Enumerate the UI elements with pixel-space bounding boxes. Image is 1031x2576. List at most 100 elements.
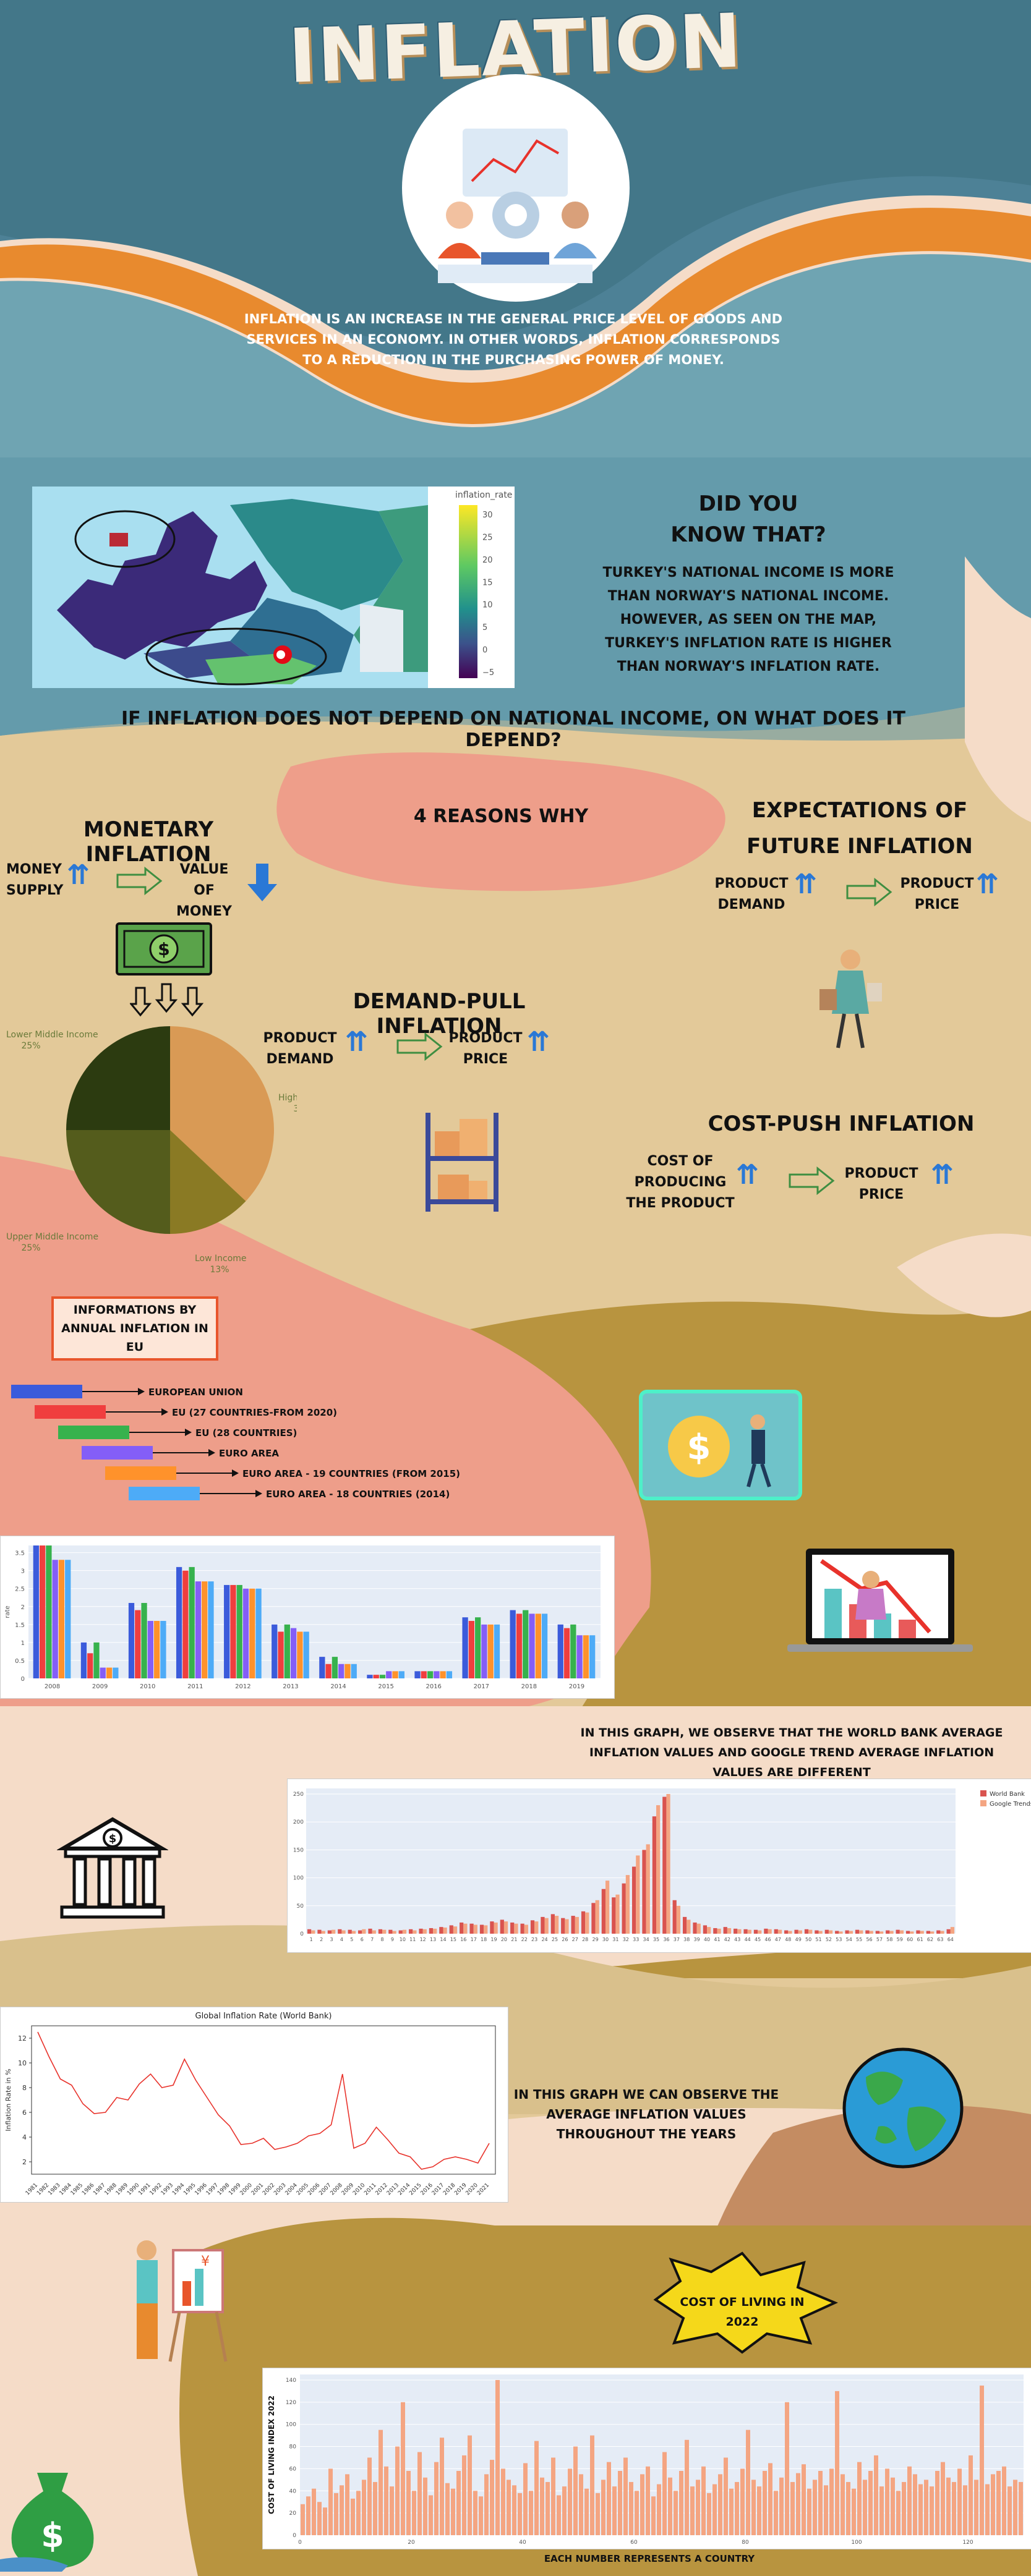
money-bag-icon: $: [0, 2448, 105, 2574]
bar: [541, 1613, 548, 1678]
x-tick-label: 34: [643, 1937, 649, 1942]
x-tick-label: 58: [886, 1937, 892, 1942]
cost-of-living-xlabel: EACH NUMBER REPRESENTS A COUNTRY: [544, 2553, 755, 2564]
bar: [668, 2477, 672, 2535]
bar: [412, 2491, 416, 2535]
y-tick-label: 3: [21, 1568, 25, 1575]
x-tick-label: 2015: [378, 1683, 393, 1690]
eu-info-box: INFORMATIONS BY ANNUAL INFLATION IN EU: [51, 1296, 218, 1361]
eu-inflation-bar-chart: 0 0.5 1 1.5 2 2.5 3 3.5 rate 2008 2009 2010 2011 2012…: [0, 1536, 615, 1699]
bar: [334, 2493, 338, 2535]
bar: [717, 1928, 721, 1934]
x-tick-label: 25: [552, 1937, 558, 1942]
bar: [306, 2496, 310, 2535]
bar: [751, 2480, 756, 2535]
bar: [345, 2474, 349, 2535]
pie-label: High Income: [278, 1093, 297, 1103]
y-tick-label: 1: [21, 1640, 25, 1647]
bar: [690, 2486, 695, 2535]
bar: [713, 1928, 717, 1934]
bar: [734, 1928, 738, 1934]
x-tick-label: 1992: [149, 2182, 163, 2196]
bar: [841, 2474, 845, 2535]
bar: [852, 2488, 856, 2535]
x-tick-label: 26: [562, 1937, 568, 1942]
bar: [576, 1635, 583, 1678]
bar: [679, 2471, 683, 2535]
y-tick-label: 2.5: [15, 1586, 25, 1593]
x-tick-label: 5: [350, 1937, 353, 1942]
y-tick-label: 6: [22, 2109, 27, 2117]
bar: [501, 2468, 505, 2535]
bar: [372, 1930, 376, 1934]
bar: [924, 2480, 928, 2535]
banknote-icon: $: [114, 921, 213, 979]
bar: [58, 1560, 65, 1678]
bar: [128, 1602, 135, 1678]
bar: [534, 1921, 539, 1934]
x-tick-label: 15: [450, 1937, 456, 1942]
bar: [615, 1894, 620, 1934]
bar: [568, 2468, 572, 2535]
pie-slice: [66, 1026, 170, 1130]
bar: [802, 2464, 806, 2535]
bar: [255, 1588, 262, 1678]
bar: [950, 1927, 955, 1934]
plot-area: [28, 1545, 601, 1678]
bar: [33, 1545, 39, 1678]
x-tick-label: 2019: [569, 1683, 584, 1690]
bar: [561, 1918, 565, 1934]
x-tick-label: 9: [391, 1937, 394, 1942]
x-tick-label: 22: [521, 1937, 528, 1942]
bar: [907, 2466, 912, 2535]
x-tick-label: 2012: [235, 1683, 250, 1690]
header-illustration: [401, 73, 631, 303]
x-tick-label: 59: [897, 1937, 903, 1942]
bar: [813, 2480, 817, 2535]
bar: [740, 2468, 745, 2535]
bar: [591, 1903, 596, 1934]
eu-info-title: INFORMATIONS BY ANNUAL INFLATION IN EU: [61, 1303, 208, 1354]
bar: [189, 1566, 195, 1678]
bar: [362, 2480, 366, 2535]
bar: [421, 1671, 427, 1678]
bar: [824, 1929, 829, 1934]
bar: [899, 1930, 904, 1934]
bar: [551, 2457, 555, 2535]
bar: [849, 1931, 853, 1934]
bar: [935, 2471, 939, 2535]
bar: [622, 1883, 626, 1934]
cost-of-living-title: COST OF LIVING IN 2022: [680, 2295, 805, 2329]
bar: [332, 1929, 336, 1934]
bar: [392, 1931, 396, 1934]
up-arrows-icon: ⇈: [931, 1159, 954, 1191]
bar: [910, 1931, 914, 1934]
x-tick-label: 2018: [521, 1683, 537, 1690]
bar: [807, 2488, 811, 2535]
bar: [672, 1900, 677, 1934]
bar: [325, 1664, 332, 1678]
x-tick-label: 13: [430, 1937, 436, 1942]
bar: [307, 1929, 312, 1934]
bar: [573, 2446, 578, 2535]
x-tick-label: 11: [409, 1937, 416, 1942]
x-tick-label: 38: [683, 1937, 690, 1942]
bar: [236, 1584, 242, 1678]
bar: [427, 1671, 434, 1678]
falling-chart-laptop-illustration: [787, 1545, 973, 1665]
bar: [535, 1613, 541, 1678]
bar: [445, 2483, 450, 2535]
bar: [510, 1610, 516, 1678]
pie-value-label: 25%: [21, 1041, 40, 1051]
monetary-inflation-title: MONETARY INFLATION: [83, 817, 214, 867]
x-tick-label: 49: [795, 1937, 802, 1942]
bar: [301, 2504, 305, 2535]
bar: [905, 1931, 910, 1934]
bar: [828, 1930, 833, 1934]
x-tick-label: 2003: [273, 2182, 287, 2196]
bar: [398, 1671, 404, 1678]
bar: [666, 1794, 670, 1934]
bar: [510, 1922, 515, 1934]
y-axis-label: rate: [4, 1605, 11, 1618]
cost-push-left: COST OF PRODUCING THE PRODUCT: [626, 1154, 735, 1211]
